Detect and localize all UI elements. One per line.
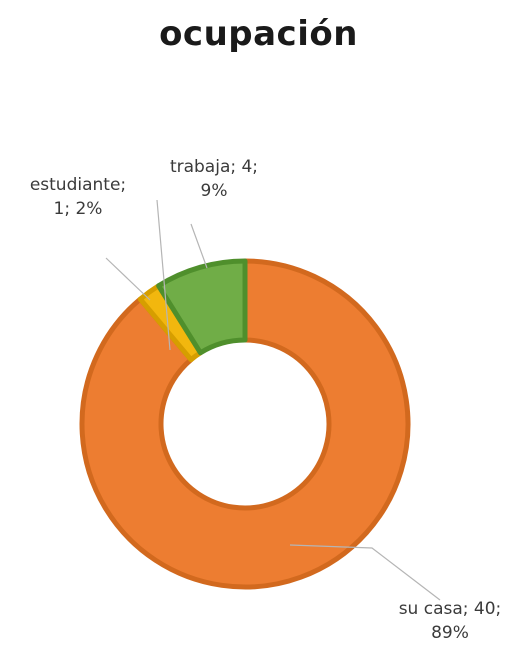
data-labels-layer: su casa; 40; 89% estudiante; 1; 2% trabaja; … — [30, 157, 501, 643]
data-label-line1: su casa; 40; — [399, 599, 502, 619]
data-label-su-casa: su casa; 40; 89% — [399, 599, 502, 643]
data-label-trabaja: trabaja; 4; 9% — [170, 157, 258, 201]
leader-line-guide — [156, 199, 171, 351]
data-label-line2: 1; 2% — [54, 199, 103, 219]
slice-trabaja — [156, 258, 248, 356]
chart-title: ocupación — [159, 14, 358, 54]
slices-layer — [79, 258, 411, 590]
data-label-line1: estudiante; — [30, 175, 126, 195]
leader-line-estudiante — [105, 257, 151, 301]
data-label-line1: trabaja; 4; — [170, 157, 258, 177]
leader-line-trabaja — [190, 223, 208, 269]
slice-su-casa — [79, 258, 411, 590]
leader-line-su-casa — [289, 544, 441, 601]
data-label-estudiante: estudiante; 1; 2% — [30, 175, 126, 219]
leader-lines-layer — [105, 199, 441, 601]
data-label-line2: 89% — [431, 623, 469, 643]
data-label-line2: 9% — [201, 181, 228, 201]
